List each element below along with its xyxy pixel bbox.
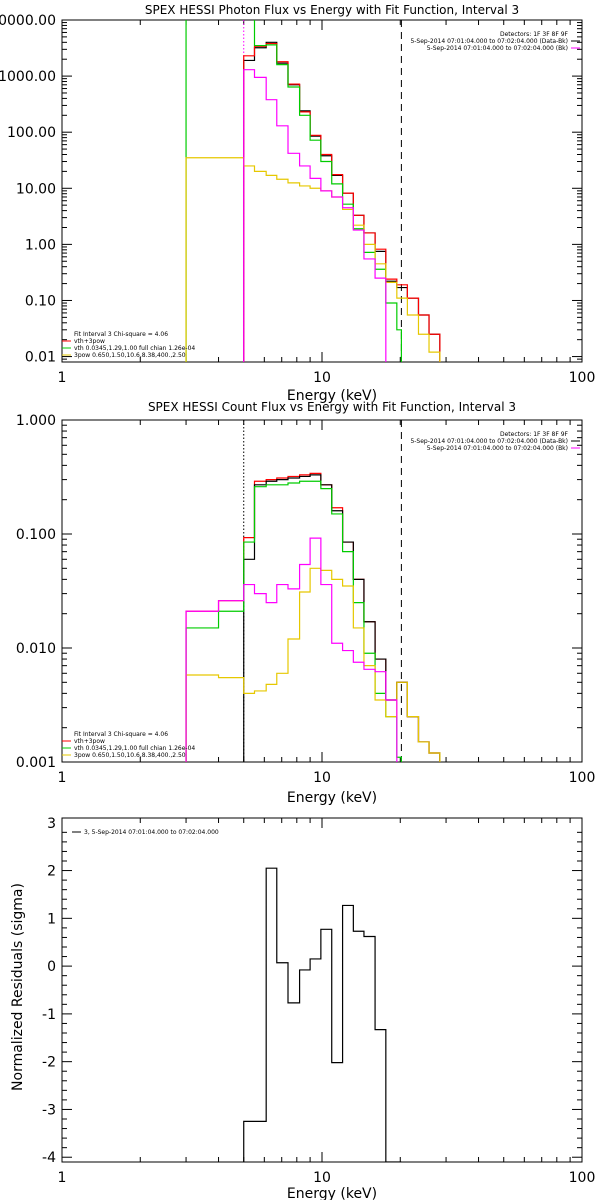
- series-data-bk: [243, 41, 441, 362]
- legend-entry: Detectors: 1F 3F 8F 9F: [500, 431, 569, 438]
- chart-title: SPEX HESSI Photon Flux vs Energy with Fi…: [145, 3, 519, 17]
- series-vth: [185, 20, 402, 362]
- x-tick-label: 100: [569, 1170, 596, 1186]
- y-tick-label: 0.010: [16, 641, 56, 657]
- legend-entry: 5-Sep-2014 07:01:04.000 to 07:02:04.000 …: [410, 438, 568, 445]
- legend-entry: vth+3pow: [74, 738, 105, 745]
- x-axis-label: Energy (keV): [287, 1186, 377, 1200]
- y-tick-label: -1: [42, 1007, 56, 1023]
- y-tick-label: 1.00: [25, 237, 56, 253]
- plot-area: [243, 867, 402, 1162]
- legend-entry: 3, 5-Sep-2014 07:01:04.000 to 07:02:04.0…: [84, 829, 219, 836]
- y-tick-label: 100.00: [7, 125, 56, 141]
- y-tick-label: 10.00: [16, 181, 56, 197]
- y-tick-label: 3: [47, 816, 56, 832]
- y-tick-label: 0.001: [16, 755, 56, 771]
- legend-entry: Fit Interval 3 Chi-square = 4.06: [74, 331, 168, 338]
- legend-entry: vth+3pow: [74, 338, 105, 345]
- legend-entry: 3pow 0.650,1.50,10.6,8.38,400.,2.50: [74, 752, 186, 759]
- y-tick-label: 0.10: [25, 293, 56, 309]
- legend-entry: Detectors: 1F 3F 8F 9F: [500, 31, 569, 38]
- legend-entry: 5-Sep-2014 07:01:04.000 to 07:02:04.000 …: [427, 445, 568, 452]
- y-tick-label: 1000.00: [0, 69, 56, 85]
- legend-entry: 3pow 0.650,1.50,10.6,8.38,400.,2.50: [74, 352, 186, 359]
- y-tick-label: -2: [42, 1055, 56, 1071]
- series-vth-3pow: [243, 42, 441, 362]
- plot-area: [185, 420, 441, 762]
- x-tick-label: 10: [313, 1170, 331, 1186]
- series-3-5-sep-2014-07-01-04-000-to-07-02-04-000: [243, 867, 402, 1162]
- x-tick-label: 1: [58, 370, 67, 386]
- plot-frame: [61, 817, 583, 1163]
- x-tick-label: 100: [569, 370, 596, 386]
- y-tick-label: -3: [42, 1102, 56, 1118]
- y-axis-label: Normalized Residuals (sigma): [10, 883, 26, 1091]
- series-vth: [185, 480, 402, 762]
- series-data-bk: [243, 474, 441, 762]
- x-axis-label: Energy (keV): [287, 388, 377, 404]
- legend-entry: 5-Sep-2014 07:01:04.000 to 07:02:04.000 …: [427, 45, 568, 52]
- legend-entry: vth 0.0345,1.29,1.00 full chian 1.26e-04: [74, 745, 195, 752]
- y-tick-label: 0.01: [25, 350, 56, 366]
- x-tick-label: 100: [569, 770, 596, 786]
- chart-title: SPEX HESSI Count Flux vs Energy with Fit…: [148, 400, 516, 414]
- series-bk: [243, 69, 387, 362]
- y-tick-label: 0: [47, 959, 56, 975]
- legend-entry: 5-Sep-2014 07:01:04.000 to 07:02:04.000 …: [410, 38, 568, 45]
- count-flux-chart: SPEX HESSI Count Flux vs Energy with Fit…: [16, 400, 595, 806]
- photon-flux-chart: SPEX HESSI Photon Flux vs Energy with Fi…: [0, 3, 595, 404]
- x-tick-label: 10: [313, 370, 331, 386]
- residuals-chart: Energy (keV) Normalized Residuals (sigma…: [10, 816, 595, 1200]
- x-axis-label: Energy (keV): [287, 790, 377, 806]
- y-tick-label: -4: [42, 1150, 56, 1166]
- y-tick-label: 1.000: [16, 413, 56, 429]
- y-tick-label: 0.100: [16, 527, 56, 543]
- series-bk: [185, 537, 398, 762]
- y-tick-label: 2: [47, 864, 56, 880]
- y-tick-label: 1: [47, 911, 56, 927]
- y-tick-label: 0000.00: [0, 13, 56, 29]
- plot-area: [185, 20, 441, 362]
- legend-entry: vth 0.0345,1.29,1.00 full chian 1.26e-04: [74, 345, 195, 352]
- x-tick-label: 1: [58, 770, 67, 786]
- plot-frame: [61, 419, 583, 763]
- series-3pow: [185, 567, 441, 762]
- x-tick-label: 10: [313, 770, 331, 786]
- x-tick-label: 1: [58, 1170, 67, 1186]
- legend-entry: Fit Interval 3 Chi-square = 4.06: [74, 731, 168, 738]
